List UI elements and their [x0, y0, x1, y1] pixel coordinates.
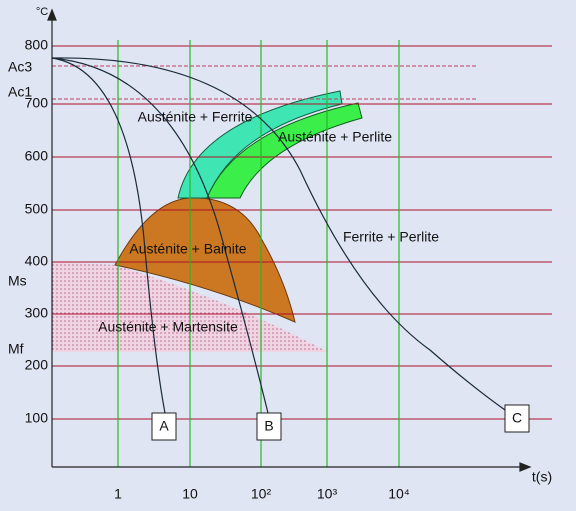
region-label: Austénite + Martensite: [98, 319, 238, 335]
y-tick-label: 700: [25, 95, 49, 111]
cooling-curve-c: [51, 57, 506, 411]
region-label: Ferrite + Perlite: [343, 229, 439, 245]
region-label: Austénite + Bainite: [129, 241, 246, 257]
curve-box: [504, 404, 530, 433]
level-label: Mf: [8, 341, 24, 357]
x-tick-label: 10²: [251, 486, 272, 502]
curve-label: B: [264, 418, 273, 434]
perlite-band: [206, 102, 363, 199]
time-lines: [117, 40, 400, 467]
x-tick-label: 10⁴: [388, 486, 410, 502]
curve-label: A: [159, 418, 169, 434]
x-tick-label: 10: [182, 486, 198, 502]
region-label: Austénite + Ferrite: [138, 109, 253, 125]
cooling-curve-b: [51, 57, 269, 414]
axes: [47, 8, 532, 472]
y-tick-label: 500: [25, 201, 49, 217]
y-tick-label: 800: [25, 37, 49, 53]
y-unit: °C: [36, 6, 48, 18]
x-label: t(s): [532, 469, 552, 485]
y-tick-label: 300: [25, 305, 49, 321]
x-tick-label: 10³: [317, 486, 338, 502]
curve-label: C: [512, 410, 522, 426]
y-tick-label: 400: [25, 253, 49, 269]
level-label: Ms: [8, 273, 27, 289]
temperature-lines: [52, 45, 552, 420]
region-label: Austénite + Perlite: [278, 129, 392, 145]
y-tick-label: 200: [25, 357, 49, 373]
level-label: Ac3: [8, 59, 32, 75]
curve-box: [256, 412, 282, 441]
ferrite-band: [177, 90, 343, 199]
x-tick-label: 1: [114, 486, 122, 502]
cooling-curve-a: [51, 57, 166, 414]
y-tick-label: 600: [25, 148, 49, 164]
curve-box: [151, 412, 177, 441]
y-tick-label: 100: [25, 410, 49, 426]
level-label: Ac1: [8, 84, 32, 100]
bainite-region: [114, 197, 296, 323]
